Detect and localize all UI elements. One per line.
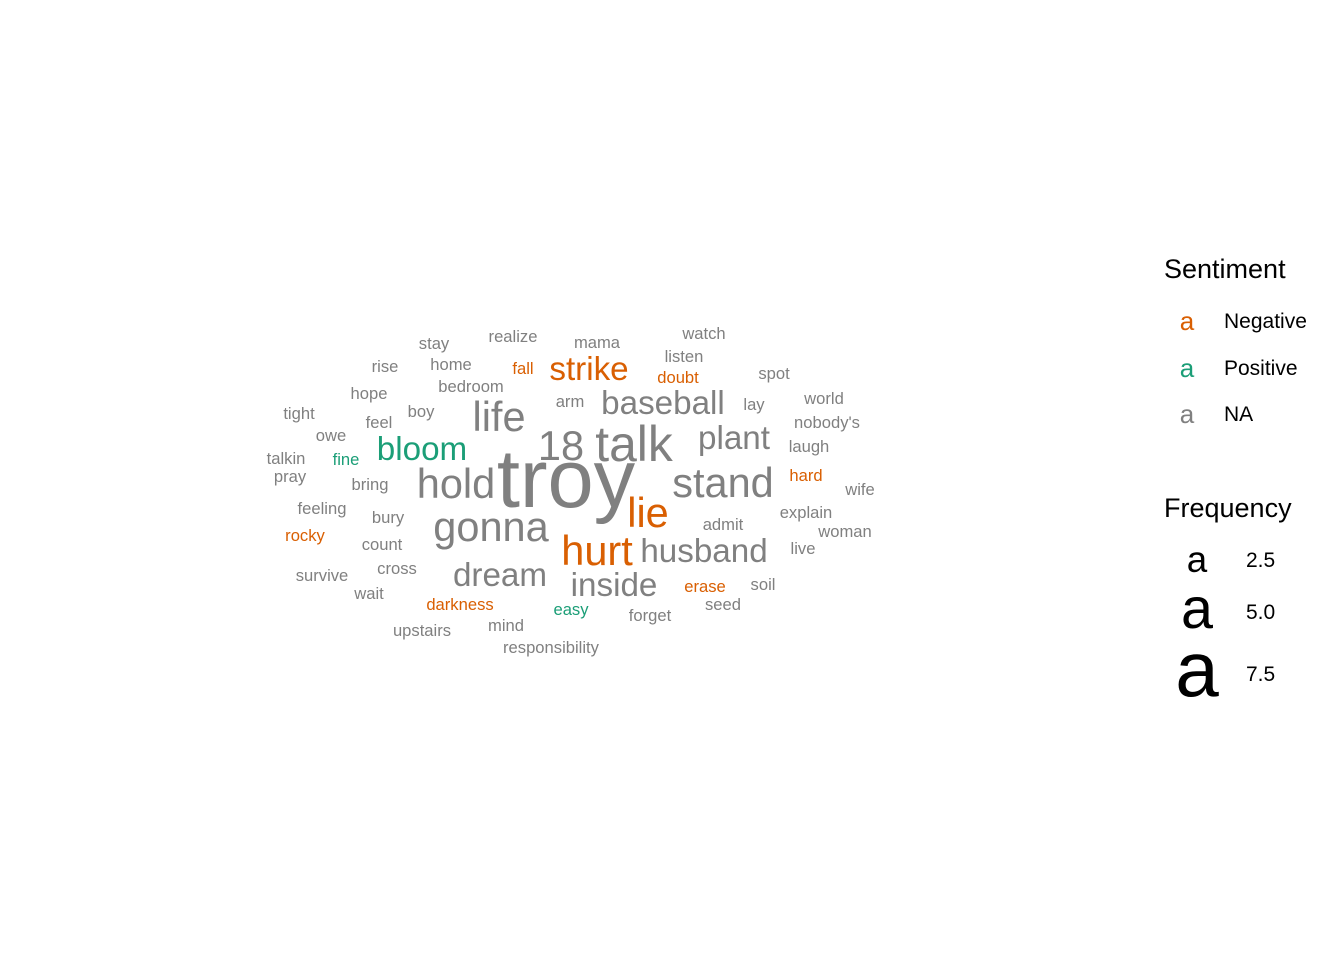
word-husband: husband (640, 533, 767, 570)
word-mind: mind (488, 616, 524, 635)
word-wife: wife (844, 480, 875, 499)
word-bedroom: bedroom (438, 377, 504, 396)
legend-size-label-0: 2.5 (1246, 549, 1275, 572)
word-mama: mama (574, 333, 621, 352)
legend-key-positive: a (1180, 353, 1195, 383)
legend-label-negative: Negative (1224, 310, 1307, 333)
word-hurt: hurt (561, 527, 633, 574)
word-woman: woman (817, 522, 872, 541)
word-talk: talk (595, 416, 673, 472)
word-stand: stand (672, 459, 774, 506)
word-spot: spot (758, 364, 790, 383)
word-feeling: feeling (298, 499, 347, 518)
word-tight: tight (283, 404, 315, 423)
legend-size-label-2: 7.5 (1246, 663, 1275, 686)
word-bloom: bloom (377, 431, 467, 468)
legend-size-key-2: a (1175, 625, 1219, 713)
word-darkness: darkness (426, 595, 493, 614)
word-hard: hard (789, 466, 822, 485)
legend-sentiment-items: a Negative a Positive a NA (1180, 306, 1307, 429)
word-count: count (362, 535, 403, 554)
word-baseball: baseball (601, 385, 725, 422)
word-watch: watch (681, 324, 725, 343)
word-upstairs: upstairs (393, 621, 451, 640)
legend-label-positive: Positive (1224, 357, 1298, 380)
word-rocky: rocky (285, 526, 325, 545)
word-listen: listen (665, 347, 704, 366)
word-world: world (803, 389, 844, 408)
legend-key-na: a (1180, 399, 1195, 429)
word-bring: bring (352, 475, 389, 494)
word-lay: lay (743, 395, 765, 414)
word-live: live (791, 539, 816, 558)
word-easy: easy (553, 600, 589, 619)
word-seed: seed (705, 595, 741, 614)
word-nobodys: nobody's (794, 413, 860, 432)
word-18: 18 (538, 422, 584, 469)
word-bury: bury (372, 508, 405, 527)
word-plant: plant (698, 420, 770, 457)
word-owe: owe (316, 426, 346, 445)
word-admit: admit (703, 515, 744, 534)
word-doubt: doubt (657, 368, 699, 387)
legend-size-key-0: a (1187, 539, 1208, 580)
word-wait: wait (353, 584, 384, 603)
legend-key-negative: a (1180, 306, 1195, 336)
legend-size-label-1: 5.0 (1246, 601, 1275, 624)
word-soil: soil (751, 575, 776, 594)
word-rise: rise (372, 357, 399, 376)
word-home: home (430, 355, 472, 374)
word-inside: inside (571, 567, 658, 604)
word-realize: realize (489, 327, 538, 346)
word-lie: lie (627, 489, 669, 536)
legend-sentiment-title: Sentiment (1164, 254, 1286, 284)
word-life: life (472, 393, 525, 440)
legend-frequency-title: Frequency (1164, 493, 1292, 523)
legend-size-key-1: a (1181, 577, 1213, 641)
word-pray: pray (274, 467, 307, 486)
word-fall: fall (512, 359, 533, 378)
word-boy: boy (408, 402, 435, 421)
word-fine: fine (333, 450, 360, 469)
word-erase: erase (684, 577, 726, 596)
word-arm: arm (556, 392, 585, 411)
word-forget: forget (629, 606, 672, 625)
word-cross: cross (377, 559, 417, 578)
word-strike: strike (549, 351, 628, 388)
word-explain: explain (780, 503, 833, 522)
word-responsibility: responsibility (503, 638, 600, 657)
word-troy: troy (497, 432, 636, 525)
word-stay: stay (419, 334, 450, 353)
word-laugh: laugh (789, 437, 830, 456)
word-talkin: talkin (267, 449, 306, 468)
word-feel: feel (366, 413, 393, 432)
word-hope: hope (351, 384, 388, 403)
legend: Sentiment a Negative a Positive a NA Frequenc… (1164, 254, 1307, 713)
legend-frequency-items: a 2.5 a 5.0 a 7.5 (1175, 539, 1275, 713)
word-hold: hold (417, 460, 495, 507)
word-gonna: gonna (433, 503, 549, 550)
legend-label-na: NA (1224, 403, 1253, 426)
word-survive: survive (296, 566, 349, 585)
word-dream: dream (453, 557, 547, 594)
